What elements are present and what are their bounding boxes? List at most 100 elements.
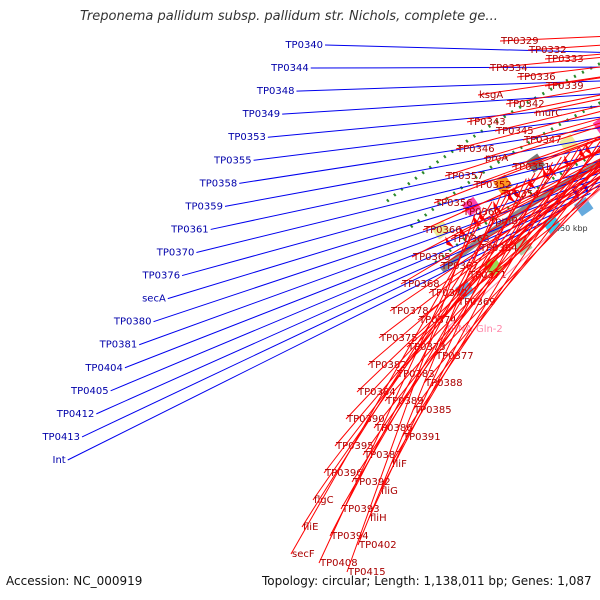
right-gene-label-32: tRNA-Gln-2 xyxy=(447,324,503,335)
left-gene-label-5: TP0355 xyxy=(213,155,252,166)
right-gene-label-28: TP0372 xyxy=(429,288,468,299)
right-gene-label-59: TP0415 xyxy=(347,567,386,578)
right-leader-35 xyxy=(434,185,600,357)
right-gene-label-54: fliE xyxy=(303,522,318,533)
left-gene-label-10: TP0376 xyxy=(142,271,181,282)
map-title: Treponema pallidum subsp. pallidum str. … xyxy=(80,9,498,24)
right-leader-6 xyxy=(477,76,600,96)
right-gene-label-44: TP0391 xyxy=(402,432,441,443)
left-gene-label-1: TP0344 xyxy=(270,63,309,74)
right-gene-label-0: TP0329 xyxy=(500,36,539,47)
right-leader-0 xyxy=(499,36,600,42)
right-gene-label-9: TP0343 xyxy=(467,117,506,128)
left-gene-label-4: TP0353 xyxy=(227,132,266,143)
right-leader-12 xyxy=(455,111,600,150)
right-leader-10 xyxy=(494,105,600,132)
left-gene-label-2: TP0348 xyxy=(256,86,295,97)
left-gene-label-8: TP0361 xyxy=(170,224,209,235)
right-leader-56 xyxy=(357,195,501,546)
left-leader-7 xyxy=(224,136,600,207)
right-leader-43 xyxy=(373,146,600,429)
right-gene-label-16: TP0352 xyxy=(473,180,512,191)
right-gene-label-10: TP0345 xyxy=(495,126,534,137)
right-gene-label-36: TP0382 xyxy=(368,360,407,371)
kbp-tick-9: 450 kbp xyxy=(555,224,588,233)
right-gene-label-12: TP0346 xyxy=(456,144,495,155)
cog-block-34 xyxy=(431,220,451,240)
left-gene-label-0: TP0340 xyxy=(284,40,323,51)
right-gene-label-25: TP0367 xyxy=(440,261,479,272)
right-leader-21 xyxy=(422,149,600,231)
left-gene-label-3: TP0349 xyxy=(242,109,281,120)
right-leader-41 xyxy=(412,162,600,411)
right-leader-44 xyxy=(401,140,600,438)
left-leader-4 xyxy=(267,105,600,138)
forward-gene-arrow-42 xyxy=(507,190,516,203)
right-gene-label-41: TP0385 xyxy=(413,405,452,416)
left-gene-label-9: TP0370 xyxy=(156,248,195,259)
right-gene-label-38: TP0388 xyxy=(424,378,463,389)
right-gene-label-47: fliF xyxy=(392,459,407,470)
right-leader-23 xyxy=(478,175,600,249)
backbone-ring xyxy=(439,159,600,273)
right-gene-label-29: TP0369 xyxy=(457,297,496,308)
forward-gene-arrow-35 xyxy=(585,143,593,156)
right-leader-48 xyxy=(323,151,571,474)
left-leader-5 xyxy=(253,116,600,161)
right-gene-label-56: TP0402 xyxy=(358,540,397,551)
right-leader-50 xyxy=(379,162,554,492)
right-gene-label-50: fliG xyxy=(381,486,398,497)
right-leader-11 xyxy=(522,118,600,141)
left-leader-9 xyxy=(196,153,600,253)
right-gene-label-43: TP0386 xyxy=(374,423,413,434)
right-gene-label-5: TP0339 xyxy=(545,81,584,92)
right-leader-13 xyxy=(483,122,600,159)
right-gene-label-20: rpmB xyxy=(491,216,518,227)
right-gene-label-52: TP0393 xyxy=(341,504,380,515)
right-gene-label-30: TP0378 xyxy=(390,306,429,317)
right-leader-42 xyxy=(345,148,600,420)
left-gene-label-14: TP0404 xyxy=(84,363,123,374)
right-gene-label-53: fliH xyxy=(370,513,387,524)
right-leader-9 xyxy=(466,94,600,123)
right-leader-3 xyxy=(488,56,600,69)
right-leader-25 xyxy=(439,170,600,267)
right-gene-label-26: TP0371 xyxy=(468,270,507,281)
right-gene-label-6: ksgA xyxy=(479,90,503,101)
left-leader-11 xyxy=(167,166,600,300)
right-leader-32 xyxy=(445,188,600,330)
right-gene-label-46: TP0387 xyxy=(363,450,402,461)
right-leader-22 xyxy=(450,161,600,240)
right-gene-label-1: TP0332 xyxy=(528,45,567,56)
right-leader-20 xyxy=(489,164,600,222)
right-gene-label-24: TP0365 xyxy=(412,252,451,263)
left-gene-label-13: TP0381 xyxy=(99,340,138,351)
right-leader-26 xyxy=(467,183,600,276)
right-gene-label-49: TP0392 xyxy=(352,477,391,488)
right-gene-label-23: TP0364 xyxy=(479,243,518,254)
right-gene-label-37: TP0383 xyxy=(396,369,435,380)
left-leader-8 xyxy=(210,145,600,230)
dotted-ring-2 xyxy=(384,62,600,204)
left-gene-label-7: TP0359 xyxy=(184,201,223,212)
right-gene-label-21: TP0366 xyxy=(423,225,462,236)
right-gene-label-3: TP0334 xyxy=(489,63,528,74)
right-gene-label-58: TP0408 xyxy=(319,558,358,569)
right-leader-37 xyxy=(395,171,600,375)
left-gene-label-6: TP0358 xyxy=(199,178,238,189)
right-leader-38 xyxy=(423,176,600,384)
cog-block-24 xyxy=(592,115,600,135)
right-leader-30 xyxy=(389,168,600,312)
right-gene-label-7: TP0342 xyxy=(506,99,545,110)
right-gene-label-51: flgC xyxy=(314,495,334,506)
left-leader-0 xyxy=(325,44,600,53)
left-leader-6 xyxy=(239,127,600,184)
right-leader-31 xyxy=(417,177,600,321)
right-gene-label-4: TP0336 xyxy=(517,72,556,83)
right-gene-label-39: TP0384 xyxy=(357,387,396,398)
left-leader-16 xyxy=(96,192,591,415)
right-gene-label-18: TP0356 xyxy=(434,198,473,209)
right-gene-label-34: TP0373 xyxy=(407,342,446,353)
